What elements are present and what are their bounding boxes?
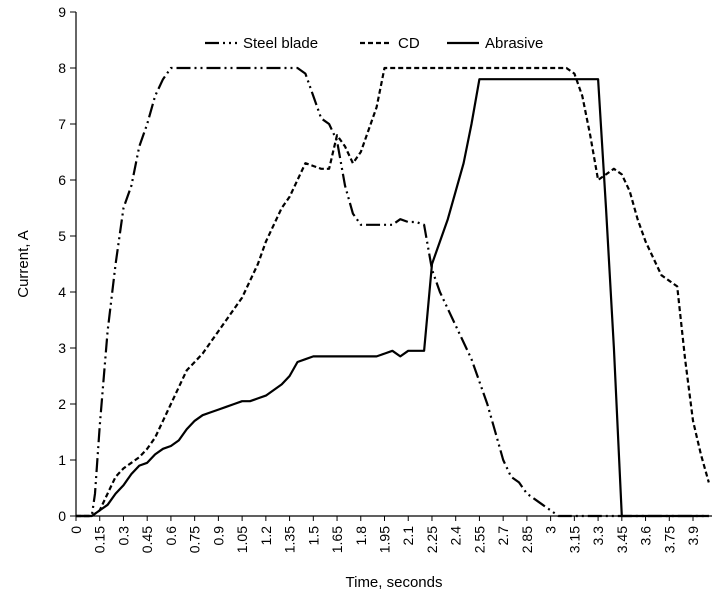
series-line-cd [76, 66, 710, 518]
y-tick-label: 5 [58, 228, 66, 244]
y-ticks: 0 1 2 3 4 5 6 7 8 9 [58, 4, 76, 524]
series-line-abrasive [76, 78, 709, 518]
x-tick-label: 2.7 [495, 526, 511, 546]
y-tick-label: 6 [58, 172, 66, 188]
x-tick-label: 3.3 [590, 526, 606, 546]
y-tick-label: 9 [58, 4, 66, 20]
x-tick-label: 2.55 [471, 526, 487, 553]
x-tick-label: 0 [68, 526, 84, 534]
x-tick-label: 0.6 [163, 526, 179, 546]
y-axis-title: Current, A [15, 230, 32, 298]
x-tick-label: 2.25 [424, 526, 440, 553]
legend-label: Steel blade [243, 35, 318, 52]
x-tick-label: 0.3 [115, 526, 131, 546]
x-tick-label: 1.8 [353, 526, 369, 546]
y-tick-label: 8 [58, 60, 66, 76]
y-tick-label: 1 [58, 452, 66, 468]
x-tick-label: 1.5 [305, 526, 321, 546]
axes [75, 12, 712, 517]
legend-label: CD [398, 35, 420, 52]
y-tick-label: 3 [58, 340, 66, 356]
x-tick-label: 1.95 [377, 526, 393, 553]
x-tick-label: 0.75 [187, 526, 203, 553]
x-tick-label: 2.1 [400, 526, 416, 546]
x-tick-label: 3.45 [614, 526, 630, 553]
x-tick-label: 3.6 [638, 526, 654, 546]
x-tick-label: 2.85 [519, 526, 535, 553]
series-line-steel-blade [76, 66, 709, 518]
x-tick-label: 1.35 [282, 526, 298, 553]
x-tick-label: 2.4 [448, 526, 464, 546]
legend-label: Abrasive [485, 35, 543, 52]
x-tick-label: 0.45 [139, 526, 155, 553]
y-tick-label: 0 [58, 508, 66, 524]
x-ticks: 0 0.15 0.3 0.45 0.6 0.75 0.9 1.05 1.2 1.35 1.5 1.65… [68, 516, 701, 553]
x-tick-label: 1.05 [234, 526, 250, 553]
y-tick-label: 7 [58, 116, 66, 132]
x-tick-label: 3 [543, 526, 559, 534]
legend: Steel blade CD Abrasive [205, 35, 543, 52]
y-tick-label: 4 [58, 284, 66, 300]
x-tick-label: 3.15 [566, 526, 582, 553]
x-tick-label: 3.75 [661, 526, 677, 553]
x-tick-label: 0.9 [210, 526, 226, 546]
y-tick-label: 2 [58, 396, 66, 412]
series-layer [76, 66, 710, 518]
x-tick-label: 0.15 [92, 526, 108, 553]
x-tick-label: 1.2 [258, 526, 274, 546]
x-axis-title: Time, seconds [346, 574, 443, 591]
x-tick-label: 1.65 [329, 526, 345, 553]
x-tick-label: 3.9 [685, 526, 701, 546]
